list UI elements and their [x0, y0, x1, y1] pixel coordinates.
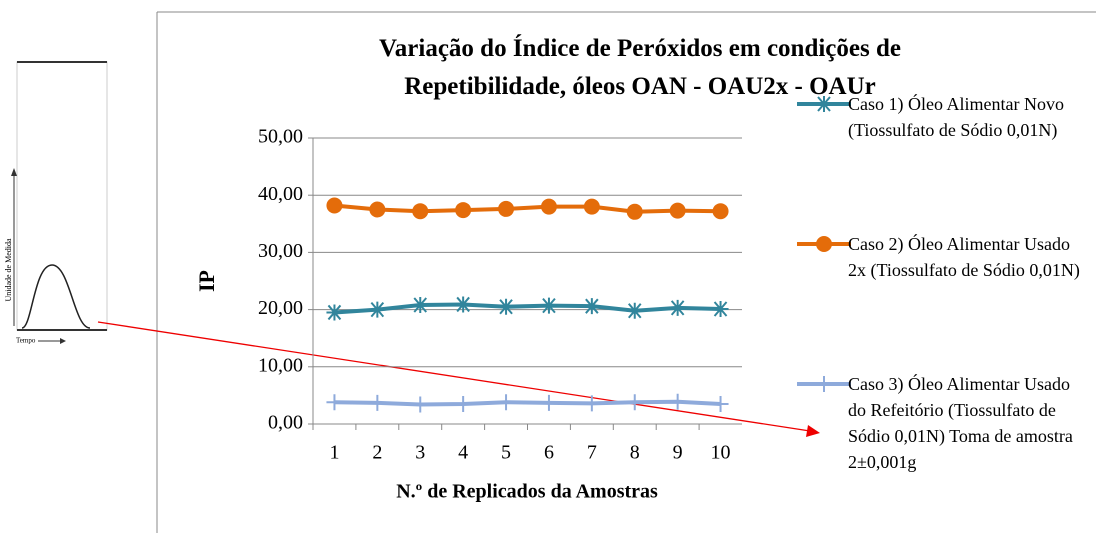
marker	[369, 302, 385, 318]
y-tick-label: 20,00	[258, 297, 303, 319]
marker	[326, 394, 342, 410]
legend-label: Caso 3) Óleo Alimentar Usado do Refeitór…	[848, 371, 1088, 475]
inset-y-label: Unidade de Medida	[4, 238, 13, 302]
marker	[713, 301, 729, 317]
series-line	[334, 304, 720, 312]
x-tick-label: 5	[501, 442, 511, 464]
marker	[498, 299, 514, 315]
marker	[713, 396, 729, 412]
marker	[455, 296, 471, 312]
marker	[541, 199, 557, 215]
y-tick-label: 30,00	[258, 240, 303, 262]
marker	[326, 197, 342, 213]
inset-box	[17, 62, 107, 330]
inset-arrowhead	[60, 338, 66, 344]
marker	[627, 394, 643, 410]
y-tick-label: 0,00	[268, 412, 303, 434]
marker	[412, 203, 428, 219]
marker	[816, 236, 832, 252]
marker	[498, 201, 514, 217]
marker	[541, 298, 557, 314]
series-line	[334, 402, 720, 405]
marker	[369, 202, 385, 218]
annotation-arrow	[98, 322, 810, 431]
marker	[498, 394, 514, 410]
page: Unidade de Medida Tempo IP N.º de Replic…	[0, 0, 1096, 533]
x-tick-label: 2	[372, 442, 382, 464]
x-tick-label: 1	[329, 442, 339, 464]
marker	[670, 203, 686, 219]
y-tick-label: 10,00	[258, 354, 303, 376]
series-line	[334, 205, 720, 211]
marker	[455, 202, 471, 218]
annotation-arrowhead	[806, 425, 820, 437]
x-tick-label: 3	[415, 442, 425, 464]
inset-x-label: Tempo	[16, 337, 36, 345]
marker	[627, 303, 643, 319]
marker	[541, 395, 557, 411]
x-tick-label: 7	[587, 442, 597, 464]
marker	[670, 394, 686, 410]
marker	[455, 396, 471, 412]
legend-label: Caso 1) Óleo Alimentar Novo (Tiossulfato…	[848, 91, 1088, 143]
x-tick-label: 10	[711, 442, 731, 464]
marker	[584, 298, 600, 314]
marker	[816, 376, 832, 392]
marker	[670, 300, 686, 316]
marker	[584, 199, 600, 215]
inset-figure: Unidade de Medida Tempo	[4, 62, 107, 345]
marker	[627, 204, 643, 220]
y-tick-label: 50,00	[258, 126, 303, 148]
x-tick-label: 9	[673, 442, 683, 464]
inset-arrowhead	[11, 168, 17, 176]
y-axis-title: IP	[194, 270, 219, 292]
y-tick-label: 40,00	[258, 183, 303, 205]
marker	[369, 395, 385, 411]
marker	[326, 304, 342, 320]
marker	[412, 397, 428, 413]
marker	[713, 203, 729, 219]
x-tick-label: 8	[630, 442, 640, 464]
x-tick-label: 6	[544, 442, 554, 464]
marker	[412, 297, 428, 313]
legend-label: Caso 2) Óleo Alimentar Usado 2x (Tiossul…	[848, 231, 1088, 283]
x-axis-title: N.º de Replicados da Amostras	[396, 481, 658, 503]
x-tick-label: 4	[458, 442, 468, 464]
